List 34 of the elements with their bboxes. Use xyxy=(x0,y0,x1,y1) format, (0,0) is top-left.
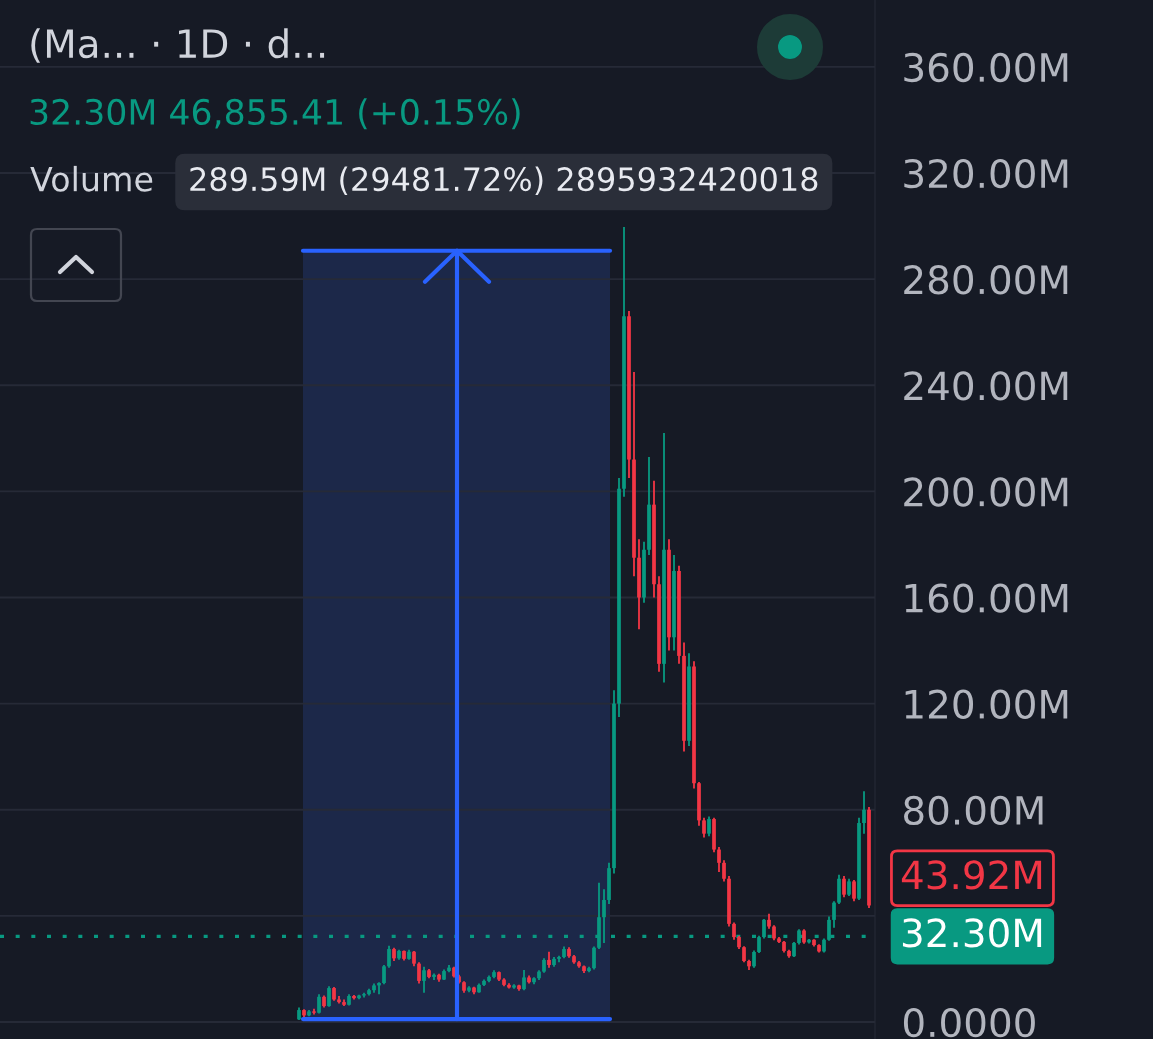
candlestick xyxy=(762,918,766,940)
y-tick-label: 320.00M xyxy=(904,158,1068,189)
candlestick xyxy=(417,961,421,985)
candlestick xyxy=(707,815,711,838)
candlestick xyxy=(522,969,526,992)
candlestick xyxy=(422,965,426,994)
candlestick xyxy=(862,790,866,835)
text: 43.92M xyxy=(901,860,1042,890)
y-tick-label: 360.00M xyxy=(904,52,1068,83)
candlestick xyxy=(722,859,726,883)
candlestick xyxy=(602,888,606,944)
candlestick xyxy=(702,816,706,839)
candlestick xyxy=(837,873,841,905)
y-tick-label: 0.0000 xyxy=(903,1007,1035,1038)
candlestick xyxy=(592,945,596,971)
candlestick xyxy=(387,944,391,969)
candlestick xyxy=(317,993,321,1015)
y-tick-label: 120.00M xyxy=(905,689,1068,719)
y-tick-label: 280.00M xyxy=(904,265,1068,295)
y-tick-label: 240.00M xyxy=(904,371,1068,401)
candlestick xyxy=(852,879,856,903)
y-tick-label: 200.00M xyxy=(904,477,1068,507)
candlestick xyxy=(832,900,836,929)
text: 32.30M 46,855.41 (+0.15%) xyxy=(30,98,520,130)
candlestick xyxy=(327,985,331,1008)
y-tick-label: 160.00M xyxy=(905,583,1068,613)
candlestick xyxy=(717,846,721,874)
text: Volume xyxy=(30,165,153,192)
candlestick xyxy=(382,964,386,986)
text: (Ma... · 1D · d... xyxy=(31,28,325,63)
annotation: 289.59M (29481.72%) 2895932420018 xyxy=(190,166,818,196)
candlestick xyxy=(842,875,846,899)
ref-line-label: 32.30M xyxy=(902,918,1042,948)
y-tick-label: 80.00M xyxy=(904,795,1043,826)
